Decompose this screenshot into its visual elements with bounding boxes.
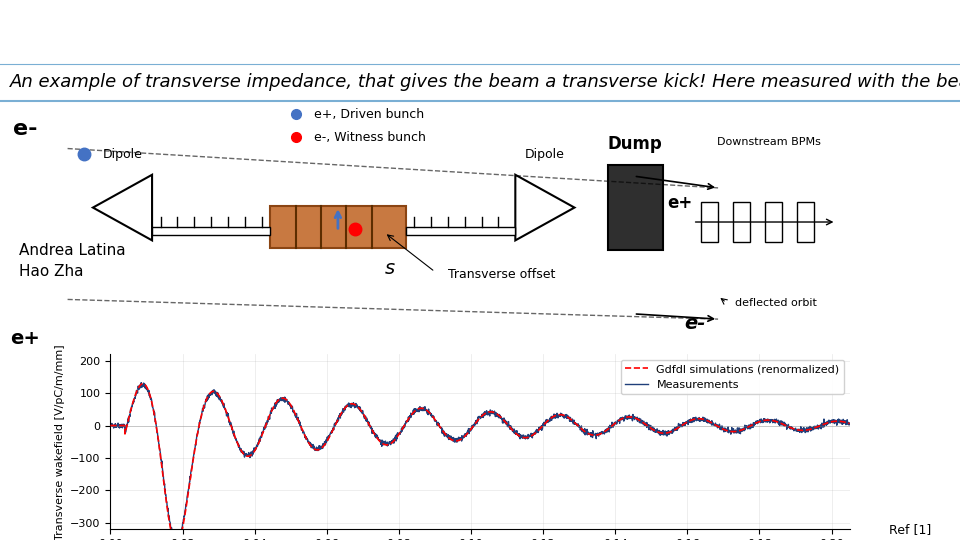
Measurements [750, 418, 761, 424]
Measurements [135, 380, 147, 386]
FancyBboxPatch shape [798, 202, 814, 242]
Text: e-: e- [684, 314, 706, 333]
Text: An example of transverse impedance, that gives the beam a transverse kick! Here : An example of transverse impedance, that… [10, 73, 960, 91]
FancyBboxPatch shape [271, 206, 405, 248]
Text: Transverse offset: Transverse offset [447, 268, 555, 281]
Gdfdl simulations (renormalized) [844, 420, 855, 427]
FancyBboxPatch shape [405, 227, 516, 235]
FancyBboxPatch shape [765, 202, 782, 242]
Measurements [844, 421, 855, 427]
Text: Dipole: Dipole [103, 148, 142, 161]
Polygon shape [93, 175, 152, 240]
Text: e+: e+ [11, 329, 40, 348]
Gdfdl simulations (renormalized) [137, 381, 149, 387]
Polygon shape [516, 175, 574, 240]
Y-axis label: Transverse wakefield [V/pC/m/mm]: Transverse wakefield [V/pC/m/mm] [55, 344, 64, 539]
Text: e+: e+ [667, 193, 693, 212]
Gdfdl simulations (renormalized) [233, 443, 245, 450]
Text: Downstream BPMs: Downstream BPMs [717, 137, 821, 147]
Gdfdl simulations (renormalized) [105, 422, 116, 429]
Polygon shape [609, 165, 663, 250]
Text: Dump: Dump [608, 134, 662, 152]
Measurements [105, 422, 116, 428]
Gdfdl simulations (renormalized) [420, 407, 432, 413]
Text: s: s [384, 260, 395, 279]
Gdfdl simulations (renormalized) [750, 420, 761, 426]
Measurements [420, 407, 432, 413]
Measurements [829, 417, 841, 424]
Text: Andrea Latina
Hao Zha: Andrea Latina Hao Zha [19, 242, 126, 279]
Text: e-: e- [13, 119, 37, 139]
FancyBboxPatch shape [152, 227, 271, 235]
FancyBboxPatch shape [701, 202, 718, 242]
Text: Dipole: Dipole [525, 148, 564, 161]
Line: Gdfdl simulations (renormalized): Gdfdl simulations (renormalized) [110, 384, 850, 540]
Gdfdl simulations (renormalized) [389, 437, 400, 443]
Text: Another measure of transverse beam impedance!: Another measure of transverse beam imped… [10, 12, 960, 50]
Text: Ref [1]: Ref [1] [889, 523, 931, 536]
FancyBboxPatch shape [733, 202, 750, 242]
Measurements [189, 444, 201, 450]
Line: Measurements: Measurements [110, 383, 850, 540]
Text: e-, Witness bunch: e-, Witness bunch [314, 131, 426, 144]
Legend: Gdfdl simulations (renormalized), Measurements: Gdfdl simulations (renormalized), Measur… [621, 360, 844, 394]
Text: e+, Driven bunch: e+, Driven bunch [314, 108, 424, 121]
Gdfdl simulations (renormalized) [189, 444, 201, 450]
Text: deflected orbit: deflected orbit [735, 298, 817, 308]
Measurements [389, 437, 400, 444]
Gdfdl simulations (renormalized) [829, 418, 841, 424]
Measurements [233, 444, 245, 450]
